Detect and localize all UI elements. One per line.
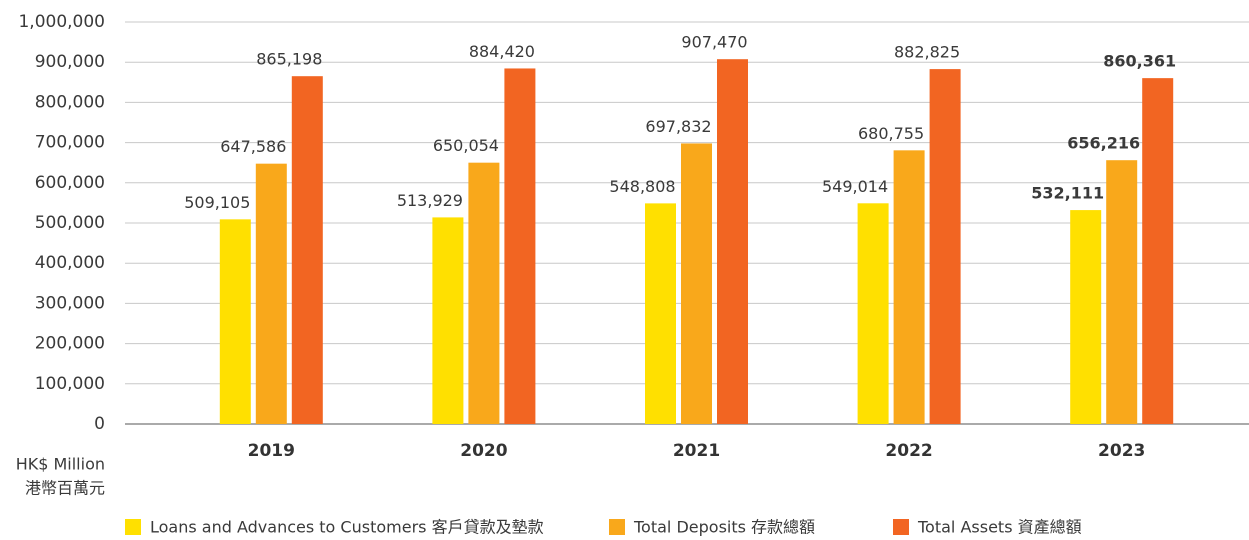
value-label: 509,105: [184, 193, 250, 212]
value-label: 860,361: [1103, 52, 1176, 71]
legend-label: Total Assets 資產總額: [917, 518, 1082, 537]
bar: [857, 203, 889, 424]
legend-swatch: [609, 519, 625, 535]
value-label: 548,808: [609, 177, 675, 196]
y-unit-label: HK$ Million: [16, 455, 105, 474]
value-label: 680,755: [858, 124, 924, 143]
legend-label: Loans and Advances to Customers 客戶貸款及墊款: [150, 518, 544, 537]
legend-swatch: [125, 519, 141, 535]
y-tick-label: 600,000: [35, 173, 105, 193]
bar: [291, 76, 323, 425]
legend-swatch: [893, 519, 909, 535]
value-label: 549,014: [822, 177, 888, 196]
bar: [645, 203, 676, 424]
x-tick-label: 2022: [885, 441, 932, 461]
value-label: 697,832: [645, 117, 711, 136]
y-tick-label: 800,000: [35, 92, 105, 112]
bar: [504, 68, 536, 424]
value-label: 650,054: [433, 136, 499, 155]
y-tick-label: 1,000,000: [18, 12, 105, 32]
value-label: 884,420: [469, 42, 535, 61]
bar: [219, 219, 251, 424]
x-tick-label: 2019: [248, 441, 295, 461]
value-label: 882,825: [894, 43, 960, 62]
y-unit-label: 港幣百萬元: [25, 479, 105, 498]
bar: [717, 59, 748, 425]
x-tick-label: 2021: [673, 441, 720, 461]
x-tick-label: 2020: [460, 441, 507, 461]
bar: [929, 69, 961, 425]
value-label: 532,111: [1031, 184, 1104, 203]
bar: [255, 163, 287, 425]
bar: [1106, 160, 1138, 424]
x-tick-label: 2023: [1098, 441, 1145, 461]
y-tick-label: 700,000: [35, 133, 105, 153]
value-label: 647,586: [220, 137, 286, 156]
bar: [681, 143, 712, 424]
bar: [893, 150, 925, 424]
value-label: 513,929: [397, 191, 463, 210]
bar: [432, 217, 464, 424]
bar: [1070, 210, 1102, 424]
y-tick-label: 0: [94, 414, 105, 434]
value-label: 907,470: [681, 33, 747, 52]
y-tick-label: 200,000: [35, 334, 105, 354]
y-tick-label: 300,000: [35, 293, 105, 313]
legend-label: Total Deposits 存款總額: [633, 518, 815, 537]
y-tick-label: 100,000: [35, 374, 105, 394]
bar: [1142, 78, 1174, 424]
bar: [468, 162, 500, 425]
value-label: 656,216: [1067, 134, 1140, 153]
value-label: 865,198: [256, 50, 322, 69]
y-tick-label: 500,000: [35, 213, 105, 233]
y-tick-label: 400,000: [35, 253, 105, 273]
y-tick-label: 900,000: [35, 52, 105, 72]
